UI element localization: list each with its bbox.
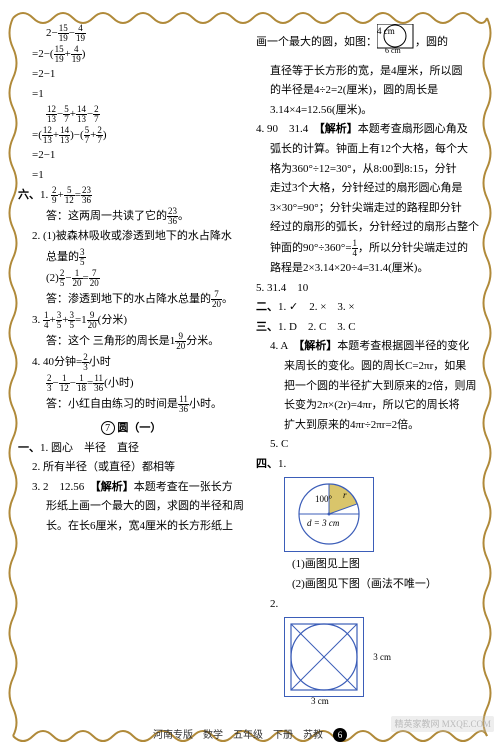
answer: 答：这两周一共读了它的2336。: [18, 207, 244, 226]
answer: 答：小红自由练习的时间是1136小时。: [18, 395, 244, 414]
yi-q3b: 形纸上画一个最大的圆，求圆的半径和周: [18, 498, 244, 516]
expr: 1213−57+1413−27: [18, 105, 244, 124]
svg-text:4 cm: 4 cm: [377, 26, 395, 36]
section-san: 三、1. D 2. C 3. C: [256, 319, 482, 337]
text: 3.14×4=12.56(厘米)。: [256, 102, 482, 120]
q4: 4. 90 31.4 【解析】本题考查扇形圆心角及: [256, 121, 482, 139]
expr: =2−(1519+419): [18, 45, 244, 64]
text: 3×30°=90°；分针尖端走过的路程即分针: [256, 200, 482, 218]
svg-text:100°: 100°: [315, 494, 333, 504]
right-column: 画一个最大的圆，如图：4 cm6 cm，圆的 直径等于长方形的宽，是4厘米，所以…: [256, 24, 482, 722]
text: 弧长的计算。钟面上有12个大格，每个大: [256, 141, 482, 159]
rect-circle-diagram-icon: 4 cm 6 cm: [377, 24, 415, 61]
text: 扩大到原来的4πr÷2πr=2倍。: [256, 417, 482, 435]
answer: 答：渗透到地下的水占降水总量的720。: [18, 290, 244, 309]
text: 把一个圆的半径扩大到原来的2倍，则周: [256, 378, 482, 396]
dim-label: 3 cm: [373, 650, 391, 664]
section-si: 四、1.: [256, 456, 482, 474]
text: 走过3个大格，分针经过的扇形圆心角是: [256, 180, 482, 198]
expr: =(1213+1413)−(57+27): [18, 126, 244, 145]
q2: 2. (1)被森林吸收或渗透到地下的水占降水: [18, 228, 244, 246]
text: 长变为2π×(2r)=4πr，所以它的周长将: [256, 397, 482, 415]
expr: 2−1519−419: [18, 24, 244, 43]
expr: =1: [18, 167, 244, 185]
caption: (1)画图见上图: [256, 556, 482, 574]
q2b: 总量的35: [18, 248, 244, 267]
q2c: (2)25−120=720: [18, 269, 244, 288]
left-column: 2−1519−419 =2−(1519+419) =2−1 =1 1213−57…: [18, 24, 244, 722]
content-columns: 2−1519−419 =2−(1519+419) =2−1 =1 1213−57…: [18, 24, 482, 722]
answer: 答：这个 三角形的周长是1920分米。: [18, 332, 244, 351]
section-yi: 一、1. 圆心 半径 直径: [18, 440, 244, 458]
text: 来周长的变化。圆的周长C=2πr，如果: [256, 358, 482, 376]
caption: (2)画图见下图（画法不唯一）: [256, 576, 482, 594]
text: 的半径是4÷2=2(厘米)，圆的周长是: [256, 82, 482, 100]
q4b: 23−112−118=1136(小时): [18, 374, 244, 393]
sector-diagram: 100° r d = 3 cm: [284, 477, 374, 552]
q3: 3. 14+35+35=1920(分米): [18, 311, 244, 330]
expr: =2−1: [18, 66, 244, 84]
text: 路程是2×3.14×20÷4=31.4(厘米)。: [256, 260, 482, 278]
text: 经过的扇形的弧长，分针经过的扇形占整个: [256, 219, 482, 237]
dim-label: 3 cm: [311, 694, 329, 708]
heading-circle: 7 圆（一）: [18, 420, 244, 438]
yi-q3: 3. 2 12.56 【解析】本题考查在一张长方: [18, 479, 244, 497]
section-six: 六、1. 29+512=2336: [18, 186, 244, 205]
text: 格为360°÷12=30°，从8:00到8:15，分针: [256, 161, 482, 179]
svg-text:d = 3 cm: d = 3 cm: [307, 518, 340, 528]
diag-intro: 画一个最大的圆，如图：4 cm6 cm，圆的: [256, 24, 482, 61]
svg-text:6 cm: 6 cm: [385, 46, 402, 54]
q5: 5. 31.4 10: [256, 280, 482, 298]
expr: =2−1: [18, 147, 244, 165]
page-number-icon: 6: [333, 728, 347, 742]
si-q2: 2.: [256, 596, 482, 614]
yi-q2: 2. 所有半径（或直径）都相等: [18, 459, 244, 477]
san-q5: 5. C: [256, 436, 482, 454]
section-er: 二、1. ✓ 2. × 3. ×: [256, 299, 482, 317]
text: 直径等于长方形的宽，是4厘米，所以圆: [256, 63, 482, 81]
q4: 4. 40分钟=23小时: [18, 353, 244, 372]
square-circle-diagram: 3 cm 3 cm: [284, 617, 364, 697]
expr: =1: [18, 86, 244, 104]
text: 钟面的90°÷360°=14，所以分针尖端走过的: [256, 239, 482, 258]
san-q4: 4. A 【解析】本题考查根据圆半径的变化: [256, 338, 482, 356]
watermark: 精英家教网 MXQE.COM: [391, 716, 494, 732]
yi-q3c: 长。在长6厘米，宽4厘米的长方形纸上: [18, 518, 244, 536]
svg-text:r: r: [343, 490, 347, 500]
